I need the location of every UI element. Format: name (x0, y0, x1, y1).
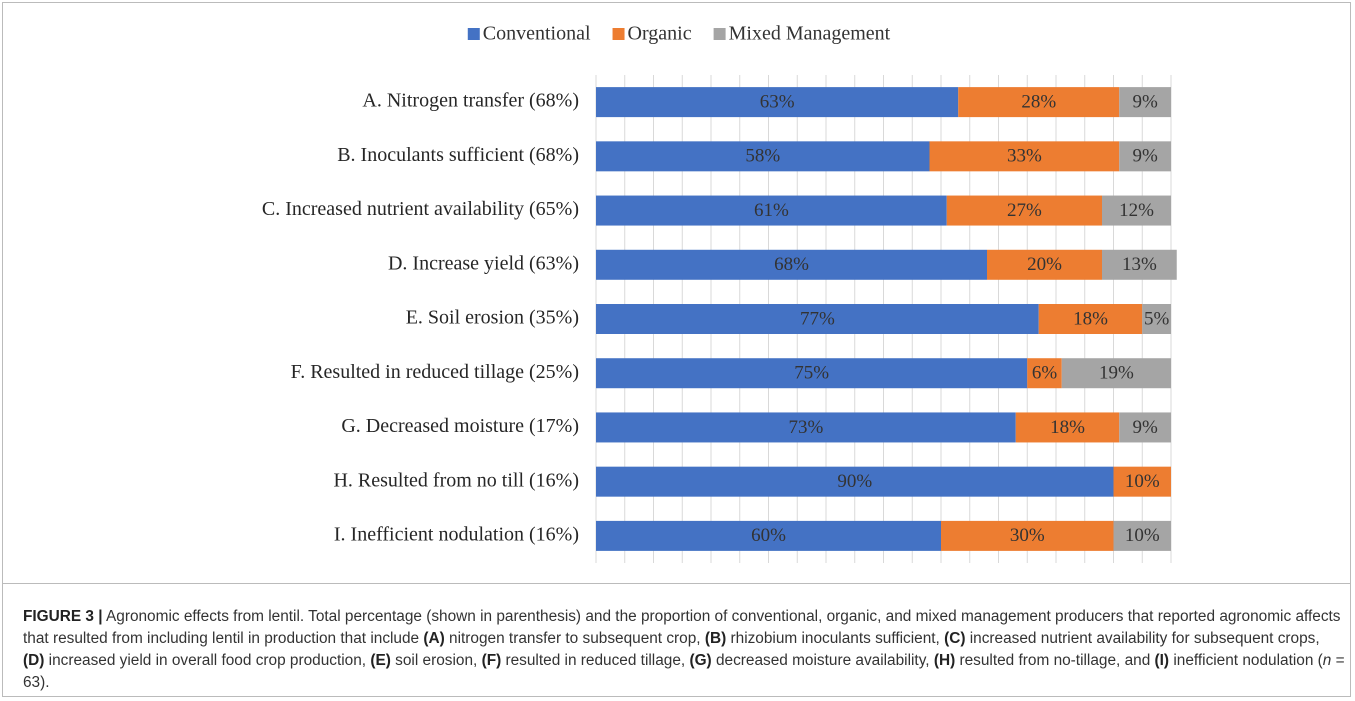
legend-swatch (467, 28, 480, 40)
caption-text: (A) (423, 630, 445, 647)
bar-segment (1119, 87, 1171, 118)
caption-text: Agronomic effects from lentil. Total per… (23, 608, 1341, 647)
category-label: B. Inoculants sufficient (68%) (337, 144, 579, 166)
legend-label: Organic (628, 23, 692, 45)
legend-label: Conventional (483, 23, 591, 45)
chart: Conventional Organic Mixed Management A. Ni… (262, 23, 1177, 563)
legend-label: Mixed Management (729, 23, 891, 45)
data-label: 9% (1132, 146, 1158, 167)
bar-segment (596, 87, 959, 118)
caption-text: nitrogen transfer to subsequent crop, (444, 630, 705, 647)
data-label: 58% (745, 146, 780, 167)
bar-segment (987, 249, 1102, 280)
data-label: 27% (1007, 200, 1042, 221)
caption-text: inefficient nodulation ( (1169, 652, 1323, 669)
data-label: 30% (1010, 525, 1045, 546)
data-label: 60% (751, 525, 786, 546)
bar-segment (1119, 141, 1171, 172)
data-label: 5% (1144, 308, 1170, 329)
caption-text: (B) (704, 630, 727, 647)
data-label: 6% (1032, 363, 1058, 384)
caption: FIGURE 3 | Agronomic effects from lentil… (23, 606, 1345, 694)
caption-text: (F) (481, 652, 502, 669)
caption-text: (G) (689, 652, 712, 669)
data-label: 68% (774, 254, 809, 275)
data-label: 77% (800, 308, 835, 329)
data-label: 9% (1132, 91, 1158, 112)
data-label: 10% (1125, 525, 1160, 546)
bar-segment (1119, 412, 1171, 443)
data-label: 9% (1132, 417, 1158, 438)
data-label: 75% (794, 363, 829, 384)
category-label: A. Nitrogen transfer (68%) (362, 90, 579, 112)
data-label: 18% (1050, 417, 1085, 438)
caption-text: (C) (944, 630, 966, 647)
caption-text: increased yield in overall food crop pro… (44, 652, 371, 669)
caption-text: resulted in reduced tillage, (501, 652, 690, 669)
bar-segment (596, 412, 1016, 443)
bar-segment (596, 304, 1039, 334)
data-label: 61% (754, 200, 789, 221)
bar-segment (1027, 358, 1062, 389)
legend: Conventional Organic Mixed Management (467, 23, 891, 45)
legend-swatch (612, 28, 625, 40)
caption-text: soil erosion, (390, 652, 482, 669)
data-label: 19% (1099, 363, 1134, 384)
bar-segment (1113, 520, 1171, 551)
caption-text: (I) (1154, 652, 1170, 669)
bar-segment (1061, 358, 1171, 389)
bar-segment (1015, 412, 1120, 443)
caption-text: n (1322, 652, 1332, 669)
data-label: 73% (788, 417, 823, 438)
category-label: H. Resulted from no till (16%) (333, 469, 579, 491)
bar-segment (596, 141, 930, 172)
caption-text: increased nutrient availability for subs… (965, 630, 1320, 647)
caption-text: (E) (370, 652, 391, 669)
data-label: 20% (1027, 254, 1062, 275)
category-label: D. Increase yield (63%) (388, 252, 579, 274)
data-label: 33% (1007, 146, 1042, 167)
data-label: 13% (1122, 254, 1157, 275)
bar-segment (958, 87, 1120, 118)
bar-segment (1102, 249, 1177, 280)
caption-text: (H) (933, 652, 956, 669)
data-label: 90% (837, 471, 872, 492)
data-label: 63% (760, 91, 795, 112)
caption-text: = 63). (23, 652, 1345, 691)
category-label: F. Resulted in reduced tillage (25%) (291, 361, 579, 383)
bar-segment (1142, 304, 1171, 334)
bar-segment (596, 520, 941, 551)
bar-segment (1038, 304, 1143, 334)
data-label: 12% (1119, 200, 1154, 221)
bar-segment (1113, 466, 1171, 497)
caption-text: rhizobium inoculants sufficient, (726, 630, 945, 647)
bar-segment (596, 358, 1028, 389)
bar-segment (1102, 195, 1171, 226)
caption-text: resulted from no-tillage, and (955, 652, 1155, 669)
category-label: G. Decreased moisture (17%) (341, 415, 579, 437)
bar-segment (941, 520, 1114, 551)
bar-segment (596, 195, 947, 226)
category-label: I. Inefficient nodulation (16%) (334, 523, 579, 545)
bar-segment (596, 466, 1114, 497)
bar-segment (946, 195, 1102, 226)
data-label: 28% (1021, 91, 1056, 112)
category-label: E. Soil erosion (35%) (406, 307, 579, 329)
legend-swatch (713, 28, 726, 40)
bar-segment (929, 141, 1120, 172)
data-label: 10% (1125, 471, 1160, 492)
caption-text: (D) (23, 652, 45, 669)
category-label: C. Increased nutrient availability (65%) (262, 198, 579, 220)
caption-text: decreased moisture availability, (711, 652, 934, 669)
separator (3, 583, 1350, 584)
data-label: 18% (1073, 308, 1108, 329)
bar-segment (596, 249, 987, 280)
caption-text: FIGURE 3 | (23, 608, 103, 625)
